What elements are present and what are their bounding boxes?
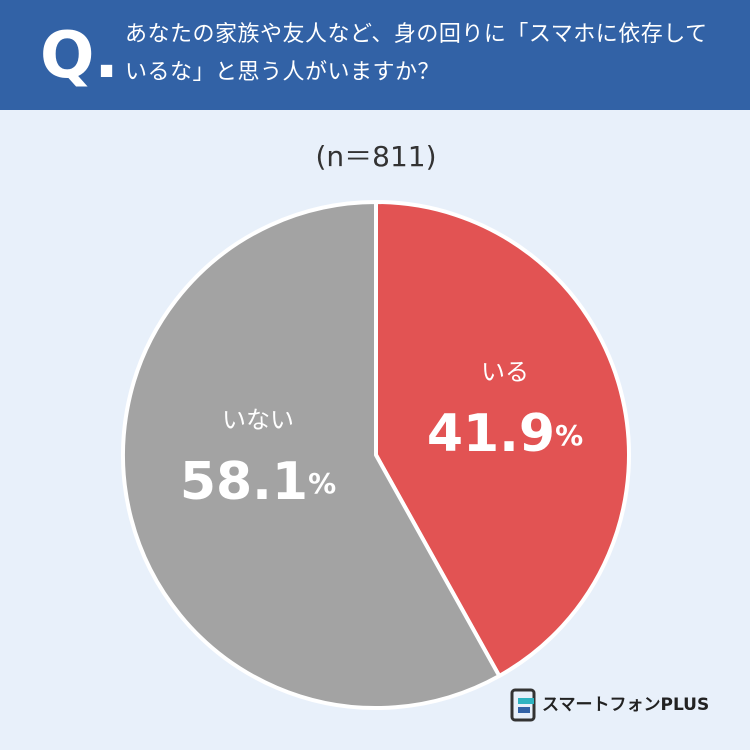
logo-text: スマートフォンPLUS [542, 695, 709, 715]
pie-slice [121, 200, 502, 710]
logo-icon [518, 698, 534, 704]
pie-slice [374, 200, 631, 678]
question-label: Q. [40, 19, 119, 93]
slice-label: いる [481, 358, 529, 386]
logo: スマートフォンPLUS [510, 688, 709, 722]
logo-icon [510, 688, 536, 722]
logo-icon [518, 707, 530, 713]
chart-title: あなたの家族や友人など、身の回りに「スマホに依存しているな」と思う人がいますか？ [125, 22, 708, 85]
subtitle: (n＝811) [315, 140, 436, 173]
slice-label: いない [222, 406, 294, 434]
header: Q. あなたの家族や友人など、身の回りに「スマホに依存しているな」と思う人がいま… [0, 0, 750, 110]
